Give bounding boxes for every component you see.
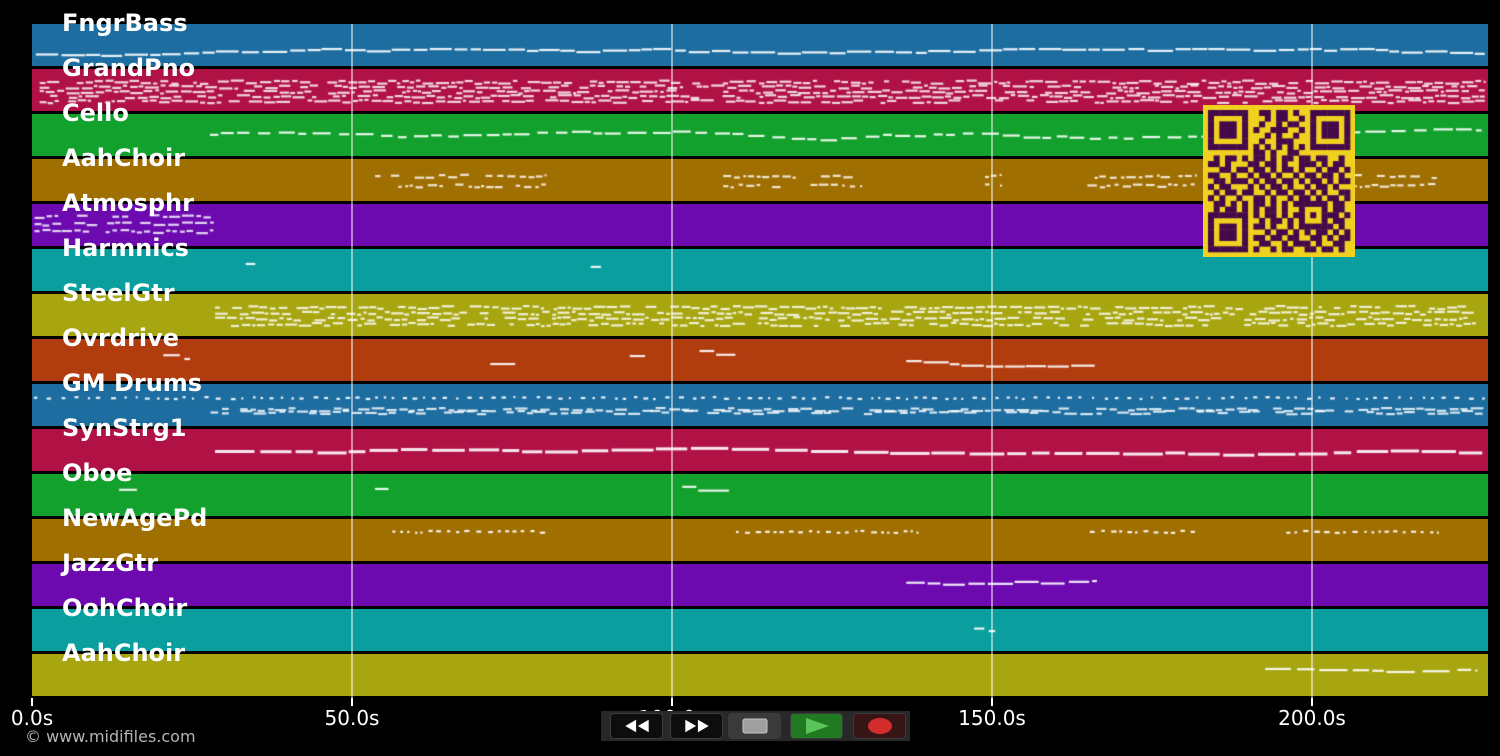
track-label: SynStrg1 — [62, 414, 187, 442]
track-label: Cello — [62, 99, 129, 127]
track-label: Atmosphr — [62, 189, 194, 217]
play-button[interactable] — [790, 713, 843, 739]
track-label: NewAgePd — [62, 504, 208, 532]
track-label: GrandPno — [62, 54, 196, 82]
track-label: FngrBass — [62, 9, 188, 37]
fast-forward-icon — [684, 719, 709, 733]
track-label: GM Drums — [62, 369, 203, 397]
stop-icon — [742, 718, 767, 734]
track-label: Oboe — [62, 459, 133, 487]
track-label: AahChoir — [62, 639, 186, 667]
track-label: AahChoir — [62, 144, 186, 172]
track-label: JazzGtr — [62, 549, 159, 577]
transport-bar — [601, 711, 910, 741]
qr-code — [1203, 105, 1355, 257]
rewind-icon — [624, 719, 649, 733]
record-button[interactable] — [853, 713, 906, 739]
rewind-button[interactable] — [610, 713, 663, 739]
stop-button[interactable] — [728, 713, 781, 739]
track-label: SteelGtr — [62, 279, 175, 307]
record-icon — [867, 718, 892, 734]
track-label: OohChoir — [62, 594, 188, 622]
fast-forward-button[interactable] — [670, 713, 723, 739]
play-icon — [805, 718, 829, 734]
track-label: Harmnics — [62, 234, 189, 262]
track-label: Ovrdrive — [62, 324, 180, 352]
